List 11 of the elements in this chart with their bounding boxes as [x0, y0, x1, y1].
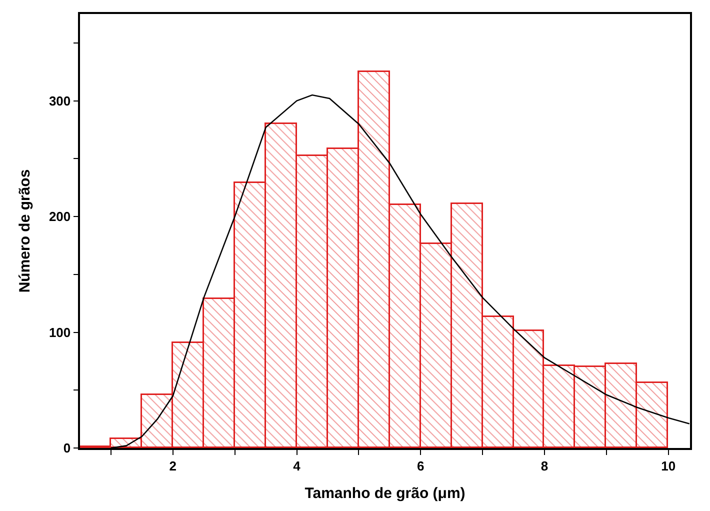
y-tick-label: 100 [48, 324, 71, 340]
y-tick-label: 0 [63, 440, 71, 456]
y-tick-label: 200 [48, 209, 71, 224]
y-axis-title: Número de grãos [16, 169, 34, 293]
x-tick-label: 8 [540, 458, 548, 474]
x-tick-label: 6 [416, 458, 424, 474]
y-tick-label: 300 [48, 93, 71, 108]
x-tick-label: 4 [293, 458, 302, 474]
x-axis-title: Tamanho de grão (μm) [304, 484, 466, 502]
x-tick-label: 10 [661, 458, 676, 474]
x-tick-label: 2 [169, 458, 177, 474]
